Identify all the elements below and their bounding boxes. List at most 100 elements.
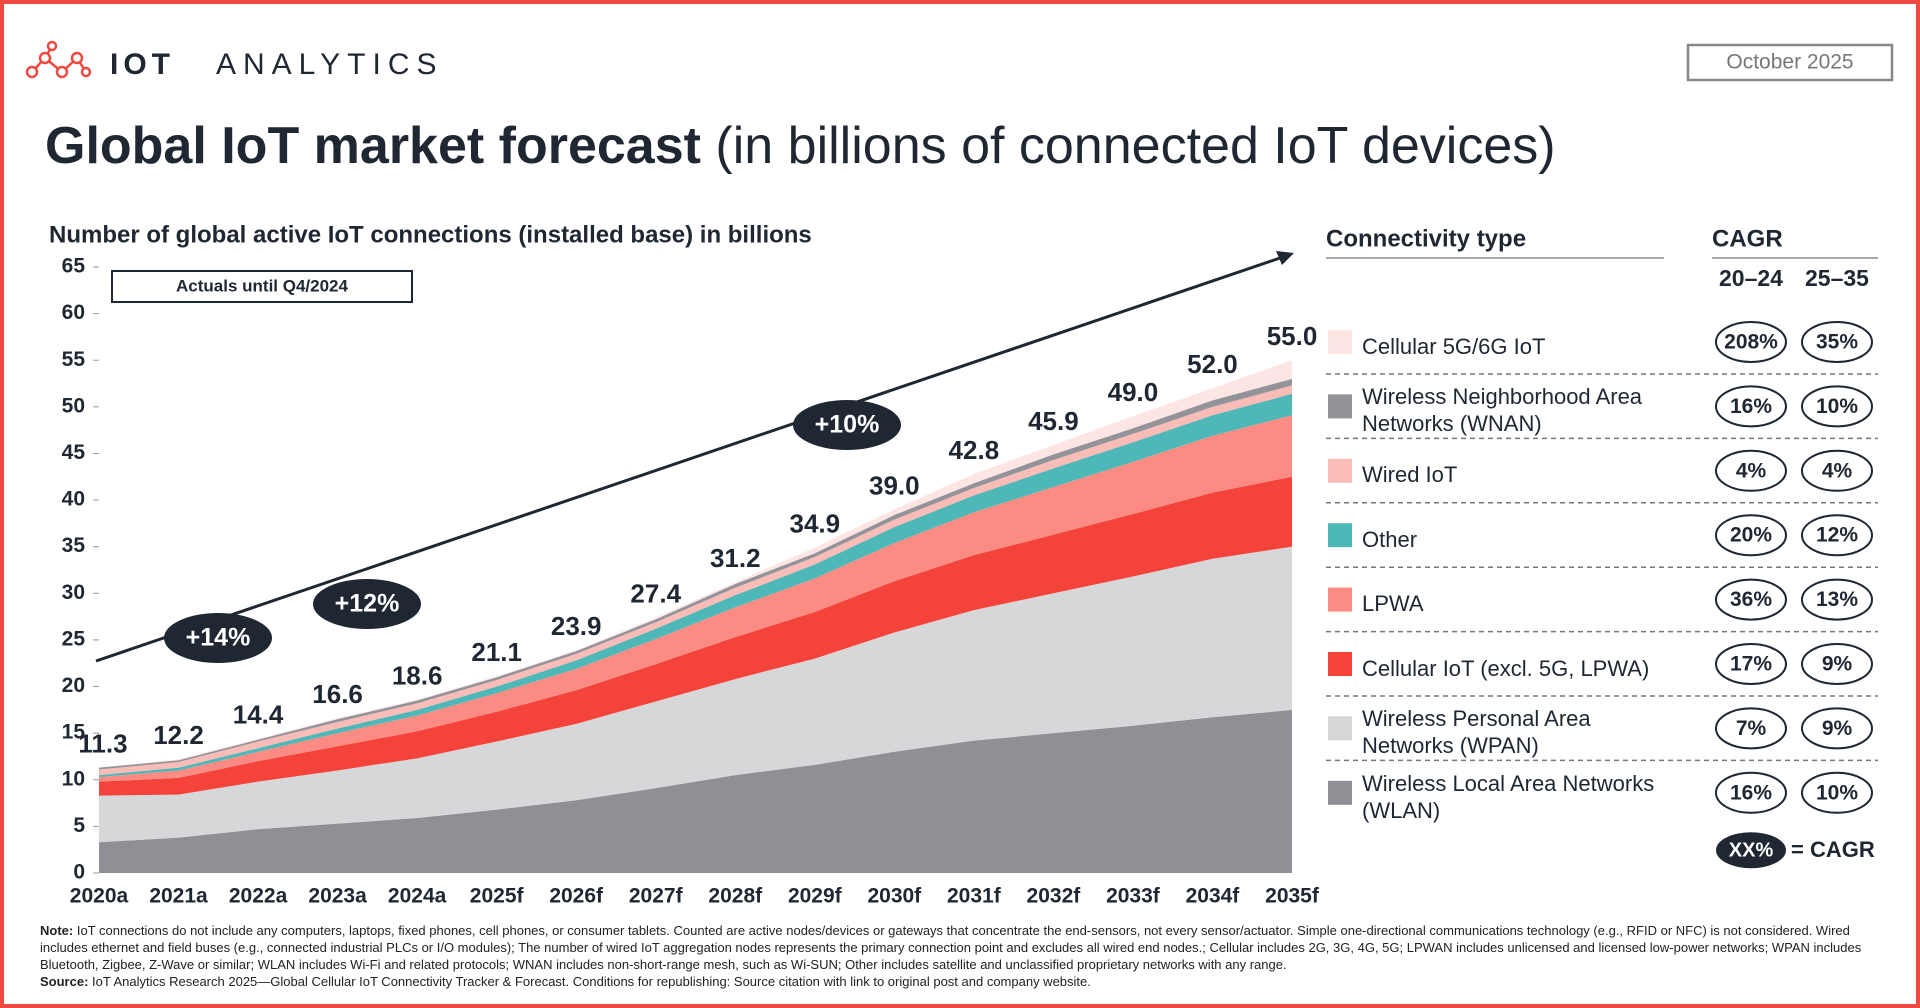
area [99,385,1292,776]
total-label: 42.8 [949,435,1000,465]
annotation: Actuals until Q4/2024 [176,276,348,295]
y-tick-label: 15 [62,721,86,744]
logo-light: ANALYTICS [216,48,444,81]
legend-swatch [1328,330,1352,354]
x-tick-label: 2027f [629,885,684,908]
cagr-value: 4% [1736,459,1767,482]
cagr-oval [1801,578,1873,621]
date-box [1686,43,1894,82]
total-label: 23.9 [551,611,602,641]
cagr-oval [1715,707,1787,750]
total-label: 45.9 [1028,406,1079,436]
logo-bold: IOT [110,48,175,81]
x-tick-label: 2031f [947,885,1002,908]
cagr-value: 9% [1822,653,1853,676]
total-label: 49.0 [1108,377,1159,407]
y-tick-label: 55 [62,348,86,371]
date: October 2025 [1726,51,1853,74]
total-label: 12.2 [153,720,204,750]
cagr-oval [1715,771,1787,814]
area [99,709,1292,873]
legend-label: Cellular 5G/6G IoT [1362,333,1546,359]
cagr-oval [1715,385,1787,428]
area [99,378,1292,770]
growth-label: +10% [815,411,880,439]
cagr-value: 17% [1730,653,1772,676]
x-tick-label: 2030f [867,885,922,908]
cagr-oval [1715,578,1787,621]
cagr-oval [1715,449,1787,492]
y-tick-label: 45 [62,441,86,464]
x-tick-label: 2025f [470,885,525,908]
total-label: 34.9 [789,508,840,538]
y-tick-label: 25 [62,627,86,650]
cagr-value: 36% [1730,588,1772,611]
x-tick-label: 2033f [1106,885,1161,908]
y-tick-label: 20 [62,674,85,697]
legend-label: Wireless Local Area Networks (WLAN) [1362,770,1655,823]
legend-label: LPWA [1362,591,1424,617]
x-tick-label: 2026f [549,885,604,908]
cagr-oval [1801,321,1873,363]
y-tick-label: 60 [62,301,85,324]
legend-swatch [1328,458,1352,483]
cagr-value: 35% [1816,331,1858,354]
source: Source: IoT Analytics Research 2025—Glob… [40,973,1885,990]
total-label: 18.6 [392,660,443,690]
x-tick-label: 2024a [388,885,447,908]
growth-bubble [313,579,421,629]
growth-bubble [793,400,901,450]
cagr-title: CAGR [1712,225,1783,252]
cagr-oval [1801,449,1873,492]
area [99,415,1292,782]
x-tick-label: 2034f [1186,885,1241,908]
x-tick-label: 2035f [1265,885,1320,908]
total-label: 16.6 [312,679,363,709]
legend-label: Wireless Neighborhood Area Networks (WNA… [1362,384,1643,437]
title-main: Global IoT market forecast [45,117,701,175]
total-label: 27.4 [630,578,681,608]
cagr-oval [1801,514,1873,557]
cagr-key-sample: XX% [1729,839,1774,861]
source-text: IoT Analytics Research 2025—Global Cellu… [92,974,1091,989]
cagr-value: 12% [1816,524,1858,547]
legend-swatch [1328,652,1352,676]
growth-bubble [164,613,272,663]
legend-swatch [1328,780,1352,805]
y-axis-title: Number of global active IoT connections … [49,221,812,248]
legend-label: Wireless Personal Area Networks (WPAN) [1362,706,1591,759]
cagr-oval [1715,514,1787,557]
logo-icon [25,40,92,79]
y-tick-label: 65 [62,255,86,278]
cagr-value: 208% [1724,331,1778,354]
total-label: 14.4 [233,700,284,730]
growth-label: +12% [335,590,400,618]
cagr-value: 10% [1816,781,1858,804]
cagr-oval [1801,385,1873,428]
legend-swatch [1328,523,1352,548]
y-tick-label: 40 [62,488,85,511]
note-label: Note: [40,923,74,938]
cagr-oval [1801,707,1873,750]
note-text: IoT connections do not include any compu… [40,923,1862,972]
cagr-oval [1715,321,1787,363]
x-tick-label: 2029f [788,885,843,908]
area [99,476,1292,796]
y-tick-label: 0 [73,861,85,884]
annotation-box [111,270,413,303]
source-label: Source: [40,974,89,989]
y-tick-label: 35 [62,534,86,557]
cagr-key-label: = CAGR [1791,837,1875,862]
x-tick-label: 2032f [1027,885,1082,908]
x-tick-label: 2023a [308,885,367,908]
total-label: 31.2 [710,543,761,573]
y-tick-label: 30 [62,581,85,604]
cagr-period: 25–35 [1805,265,1869,291]
growth-arrow [95,256,1281,663]
cagr-period: 20–24 [1719,265,1783,291]
total-label: 55.0 [1267,321,1318,351]
cagr-value: 7% [1736,717,1767,740]
cagr-value: 13% [1816,588,1858,611]
